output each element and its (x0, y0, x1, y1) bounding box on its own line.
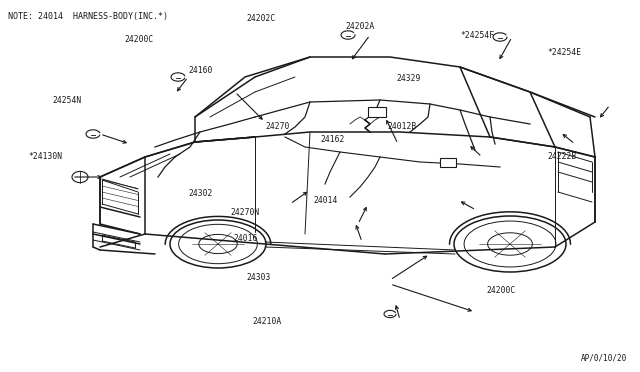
Text: AP/0/10/20: AP/0/10/20 (581, 354, 627, 363)
Bar (440, 158, 456, 167)
Text: *24254E: *24254E (547, 48, 581, 57)
Text: 24160: 24160 (189, 66, 213, 75)
Text: 24210A: 24210A (253, 317, 282, 326)
Text: 24302: 24302 (189, 189, 213, 198)
Text: 24202A: 24202A (346, 22, 375, 31)
Text: 24200C: 24200C (125, 35, 154, 44)
Text: *24254F: *24254F (461, 31, 495, 40)
Text: *24130N: *24130N (29, 152, 63, 161)
Text: 24270: 24270 (266, 122, 290, 131)
Text: 24202C: 24202C (246, 14, 276, 23)
Text: 24270N: 24270N (230, 208, 260, 217)
Text: 24329: 24329 (397, 74, 421, 83)
Text: 24014: 24014 (314, 196, 338, 205)
Text: 24162: 24162 (320, 135, 344, 144)
Text: NOTE: 24014  HARNESS-BODY(INC.*): NOTE: 24014 HARNESS-BODY(INC.*) (8, 12, 168, 21)
Text: 24012B: 24012B (387, 122, 417, 131)
Text: 24200C: 24200C (486, 286, 516, 295)
Text: 24303: 24303 (246, 273, 271, 282)
Text: 24222B: 24222B (547, 152, 577, 161)
Text: 24016: 24016 (234, 234, 258, 243)
Bar (368, 107, 386, 117)
Text: 24254N: 24254N (52, 96, 82, 105)
